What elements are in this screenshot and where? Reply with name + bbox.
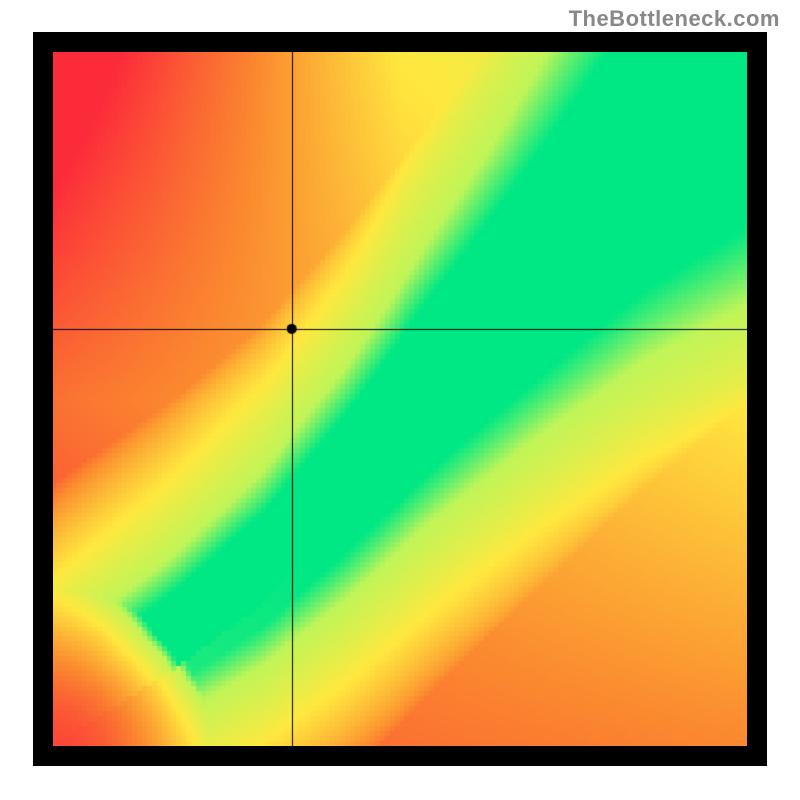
crosshair-overlay (53, 52, 747, 746)
heatmap-plot (53, 52, 747, 746)
watermark-text: TheBottleneck.com (569, 6, 780, 32)
chart-frame (33, 32, 767, 766)
